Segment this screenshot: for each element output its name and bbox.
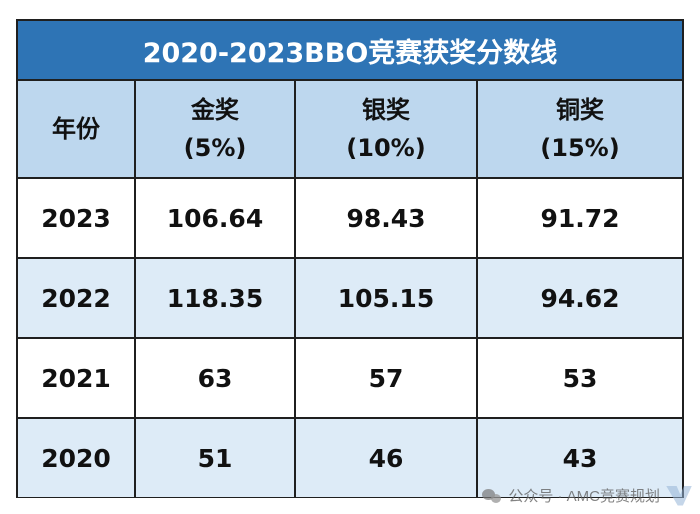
table-row: 2021 63 57 53 (18, 337, 682, 419)
table-title: 2020-2023BBO竞赛获奖分数线 (18, 21, 682, 81)
cell-year: 2022 (18, 257, 136, 339)
cell-gold: 106.64 (134, 177, 296, 259)
cell-year: 2020 (18, 417, 136, 497)
cell-gold: 118.35 (134, 257, 296, 339)
cell-bronze: 43 (476, 417, 682, 497)
table-row: 2020 51 46 43 (18, 417, 682, 497)
cell-silver: 105.15 (294, 257, 478, 339)
cell-bronze: 53 (476, 337, 682, 419)
watermark: 公众号 · AMC竞赛规划 (482, 485, 692, 506)
header-row: 年份 金奖 (5%) 银奖 (10%) 铜奖 (15%) (18, 81, 682, 179)
header-gold: 金奖 (5%) (134, 81, 296, 179)
header-bronze-name: 铜奖 (556, 96, 604, 124)
header-gold-name: 金奖 (191, 96, 239, 124)
cell-silver: 46 (294, 417, 478, 497)
cell-bronze: 91.72 (476, 177, 682, 259)
header-silver-pct: (10%) (346, 134, 426, 162)
header-bronze: 铜奖 (15%) (476, 81, 682, 179)
header-silver-name: 银奖 (362, 96, 410, 124)
header-year: 年份 (18, 81, 136, 179)
score-table: 年份 金奖 (5%) 银奖 (10%) 铜奖 (15%) 2023 106.64… (18, 81, 682, 497)
header-silver: 银奖 (10%) (294, 81, 478, 179)
wechat-icon (482, 488, 502, 504)
table-row: 2022 118.35 105.15 94.62 (18, 257, 682, 339)
cell-gold: 63 (134, 337, 296, 419)
header-gold-pct: (5%) (183, 134, 247, 162)
cell-year: 2023 (18, 177, 136, 259)
cell-silver: 57 (294, 337, 478, 419)
cell-bronze: 94.62 (476, 257, 682, 339)
table-row: 2023 106.64 98.43 91.72 (18, 177, 682, 259)
header-bronze-pct: (15%) (540, 134, 620, 162)
cell-year: 2021 (18, 337, 136, 419)
cell-silver: 98.43 (294, 177, 478, 259)
score-table-card: 2020-2023BBO竞赛获奖分数线 年份 金奖 (5%) 银奖 (10%) … (16, 19, 684, 498)
cell-gold: 51 (134, 417, 296, 497)
brand-logo-icon (666, 485, 692, 506)
watermark-text: 公众号 · AMC竞赛规划 (508, 488, 660, 505)
